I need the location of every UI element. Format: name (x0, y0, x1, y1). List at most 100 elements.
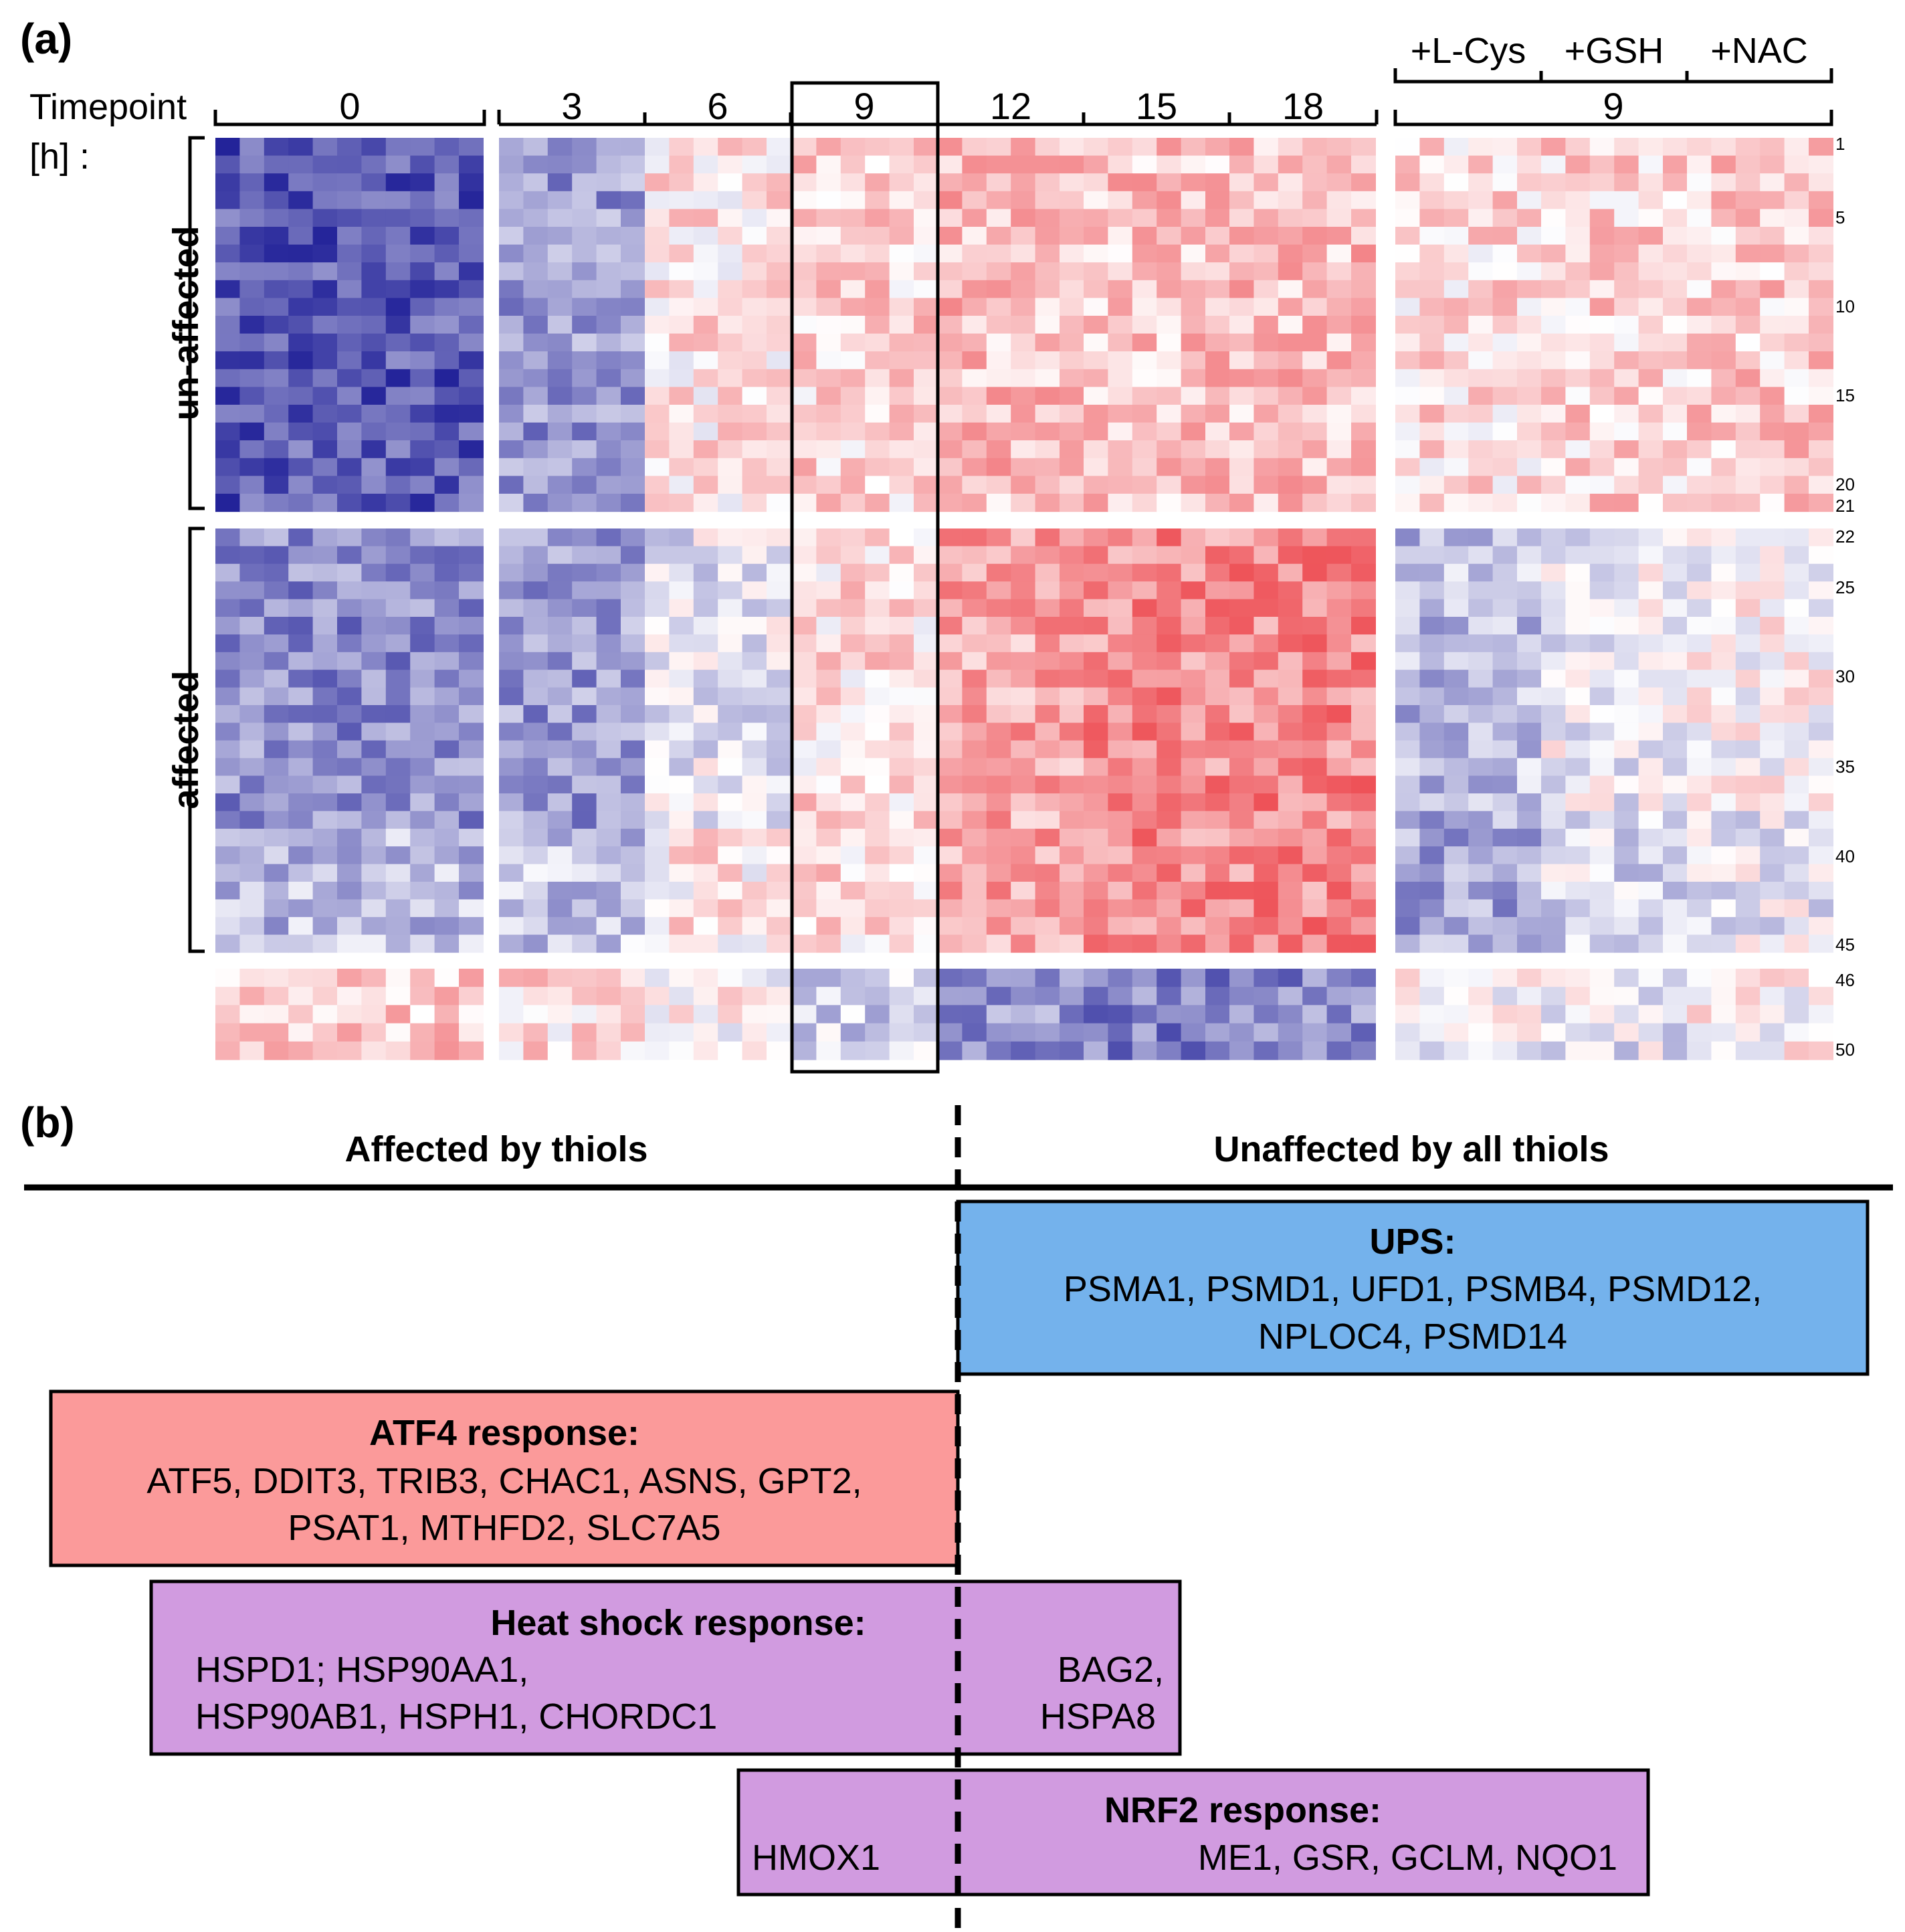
heatmap-cell (410, 670, 435, 688)
heatmap-cell (572, 652, 597, 670)
heatmap-cell (523, 476, 548, 494)
heatmap-cell (1108, 828, 1133, 847)
heatmap-cell (669, 316, 694, 334)
heatmap-cell (1638, 1041, 1664, 1060)
heatmap-cell (434, 722, 460, 741)
heatmap-cell (1760, 634, 1785, 653)
heatmap-cell (669, 563, 694, 582)
heatmap-cell (865, 138, 890, 157)
heatmap-cell (1541, 298, 1566, 316)
heatmap-cell (1181, 899, 1206, 918)
heatmap-cell (1229, 969, 1254, 987)
heatmap-cell (1084, 280, 1108, 298)
heatmap-cell (1205, 987, 1230, 1005)
heatmap-cell (840, 775, 866, 794)
heatmap-cell (742, 1005, 767, 1024)
heatmap-cell (962, 387, 987, 405)
heatmap-cell (596, 1005, 621, 1024)
heatmap-cell (1687, 244, 1712, 263)
heatmap-cell (840, 563, 866, 582)
heatmap-cell (1468, 422, 1494, 441)
heatmap-cell (621, 740, 645, 759)
heatmap-cell (1687, 617, 1712, 635)
heatmap-cell (742, 227, 767, 246)
heatmap-cell (410, 705, 435, 723)
heatmap-cell (1157, 1023, 1182, 1042)
heatmap-cell (938, 705, 963, 723)
heatmap-cell (499, 155, 524, 174)
heatmap-cell (1809, 828, 1833, 847)
heatmap-cell (385, 670, 411, 688)
heatmap-cell (938, 775, 963, 794)
heatmap-cell (459, 705, 484, 723)
heatmap-cell (938, 316, 963, 334)
heatmap-cell (938, 244, 963, 263)
heatmap-cell (1614, 758, 1639, 777)
heatmap-cell (1157, 687, 1182, 706)
heatmap-cell (1614, 458, 1639, 476)
heatmap-cell (1663, 387, 1688, 405)
heatmap-cell (865, 740, 890, 759)
heatmap-cell (361, 227, 387, 246)
heatmap-cell (547, 722, 573, 741)
heatmap-cell (621, 935, 645, 953)
heatmap-cell (1784, 369, 1809, 387)
heatmap-cell (410, 298, 435, 316)
heatmap-cell (1517, 864, 1542, 882)
heatmap-cell (1687, 138, 1712, 157)
heatmap-cell (1443, 298, 1469, 316)
heatmap-cell (938, 828, 963, 847)
heatmap-cell (1278, 599, 1303, 617)
heatmap-cell (1492, 617, 1518, 635)
heatmap-cell (215, 935, 240, 953)
heatmap-cell (865, 916, 890, 935)
heatmap-cell (264, 546, 289, 565)
heatmap-cell (1132, 1005, 1157, 1024)
heatmap-cell (312, 387, 338, 405)
heatmap-cell (816, 581, 841, 600)
heatmap-cell (1517, 1041, 1542, 1060)
heatmap-cell (1351, 316, 1376, 334)
heatmap-cell (312, 1041, 338, 1060)
heatmap-cell (288, 864, 314, 882)
heatmap-cell (264, 758, 289, 777)
heatmap-cell (1492, 634, 1518, 653)
heatmap-cell (459, 828, 484, 847)
heatmap-cell (1351, 617, 1376, 635)
heatmap-cell (816, 227, 841, 246)
heatmap-cell (693, 227, 718, 246)
heatmap-cell (718, 405, 743, 423)
heatmap-cell (1278, 775, 1303, 794)
heatmap-cell (1663, 617, 1688, 635)
heatmap-cell (1784, 244, 1809, 263)
heatmap-cell (1229, 369, 1254, 387)
heatmap-cell (596, 935, 621, 953)
heatmap-cell (1326, 298, 1352, 316)
heatmap-cell (459, 599, 484, 617)
heatmap-cell (1614, 173, 1639, 192)
heatmap-cell (1395, 899, 1420, 918)
heatmap-cell (385, 916, 411, 935)
heatmap-cell (1060, 740, 1084, 759)
heatmap-cell (1735, 882, 1761, 900)
heatmap-cell (215, 209, 240, 227)
heatmap-cell (1395, 652, 1420, 670)
heatmap-cell (410, 740, 435, 759)
heatmap-cell (1084, 916, 1108, 935)
heatmap-cell (459, 476, 484, 494)
heatmap-cell (1443, 652, 1469, 670)
heatmap-cell (1663, 244, 1688, 263)
heatmap-cell (1565, 652, 1591, 670)
heatmap-cell (596, 740, 621, 759)
heatmap-cell (1443, 758, 1469, 777)
heatmap-cell (1205, 899, 1230, 918)
heatmap-cell (669, 740, 694, 759)
heatmap-cell (459, 670, 484, 688)
heatmap-cell (547, 935, 573, 953)
heatmap-cell (215, 351, 240, 370)
heatmap-cell (1565, 155, 1591, 174)
heatmap-cell (1589, 298, 1615, 316)
heatmap-cell (1011, 1041, 1036, 1060)
heatmap-cell (1589, 846, 1615, 865)
heatmap-cell (816, 652, 841, 670)
